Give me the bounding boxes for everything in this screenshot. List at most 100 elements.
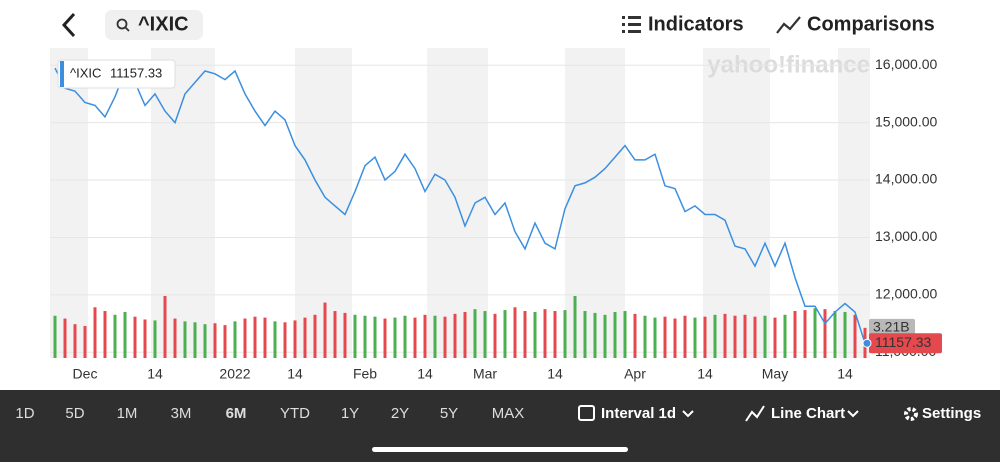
- volume-bar: [673, 318, 677, 358]
- range-button[interactable]: MAX: [492, 405, 525, 422]
- volume-bar: [723, 313, 727, 358]
- volume-bar: [393, 317, 397, 358]
- volume-bar: [363, 315, 367, 358]
- volume-bar: [493, 313, 497, 358]
- chevron: [682, 410, 694, 418]
- y-tick-label: 15,000.00: [875, 113, 937, 129]
- volume-bar: [853, 314, 857, 358]
- volume-bar: [533, 311, 537, 358]
- x-tick-label: 14: [547, 366, 563, 382]
- range-button[interactable]: 5D: [65, 405, 84, 422]
- volume-bar: [373, 316, 377, 358]
- x-tick-label: 14: [837, 366, 853, 382]
- volume-bar: [443, 316, 447, 358]
- volume-bar: [613, 311, 617, 358]
- y-tick-label: 12,000.00: [875, 286, 937, 302]
- volume-bar: [73, 324, 77, 358]
- volume-bar: [523, 311, 527, 358]
- search-box[interactable]: [105, 10, 203, 40]
- volume-bar: [153, 320, 157, 358]
- price-label: 11157.33: [875, 334, 932, 350]
- volume-bar: [553, 311, 557, 358]
- range-button[interactable]: 1M: [117, 405, 138, 422]
- volume-bar: [653, 317, 657, 358]
- x-tick-label: Feb: [353, 366, 377, 382]
- volume-bar: [483, 311, 487, 358]
- interval-icon: [578, 405, 595, 421]
- volume-bar: [843, 311, 847, 358]
- volume-bar: [783, 314, 787, 358]
- volume-bar: [573, 296, 577, 358]
- range-button[interactable]: 5Y: [440, 405, 458, 422]
- volume-bar: [543, 309, 547, 358]
- volume-bar: [283, 322, 287, 358]
- range-button[interactable]: 6M: [226, 405, 247, 422]
- x-tick-label: 14: [287, 366, 303, 382]
- volume-bar: [713, 314, 717, 358]
- volume-bar: [133, 316, 137, 358]
- range-button[interactable]: YTD: [280, 405, 310, 422]
- volume-bar: [753, 316, 757, 358]
- volume-bar: [83, 326, 87, 358]
- volume-bar: [313, 314, 317, 358]
- x-tick-label: May: [762, 366, 788, 382]
- period-bands: [50, 48, 870, 358]
- volume-bar: [53, 315, 57, 358]
- volume-bar: [203, 324, 207, 358]
- back-button[interactable]: [61, 12, 76, 38]
- volume-bar: [793, 311, 797, 358]
- y-tick-label: 13,000.00: [875, 228, 937, 244]
- volume-bar: [323, 302, 327, 358]
- range-button[interactable]: 3M: [171, 405, 192, 422]
- legend-swatch: [60, 61, 64, 87]
- volume-bar: [273, 321, 277, 358]
- price-dot: [862, 338, 872, 348]
- volume-bar: [773, 317, 777, 358]
- x-tick-label: 2022: [219, 366, 250, 382]
- volume-bar: [703, 316, 707, 358]
- volume-bar: [683, 315, 687, 358]
- volume-bar: [93, 307, 97, 358]
- volume-bar: [303, 317, 307, 358]
- volume-bar: [453, 313, 457, 358]
- volume-bar: [423, 314, 427, 358]
- volume-bar: [233, 321, 237, 358]
- indicators-button[interactable]: Indicators: [648, 13, 744, 35]
- settings-button[interactable]: Settings: [922, 405, 981, 422]
- volume-bar: [123, 311, 127, 358]
- volume-bar: [803, 310, 807, 358]
- chart-style-button[interactable]: Line Chart: [771, 405, 845, 422]
- y-tick-label: 16,000.00: [875, 56, 937, 72]
- legend-box: [57, 59, 176, 89]
- range-button[interactable]: 2Y: [391, 405, 409, 422]
- volume-bar: [763, 315, 767, 358]
- volume-label: 3.21B: [873, 319, 910, 335]
- legend-value: 11157.33: [110, 65, 162, 80]
- range-button[interactable]: 1D: [15, 405, 34, 422]
- volume-bar: [113, 314, 117, 358]
- volume-bar: [563, 310, 567, 358]
- volume-bar: [833, 311, 837, 358]
- volume-bar: [593, 312, 597, 358]
- home-indicator: [372, 447, 628, 452]
- interval-button[interactable]: Interval 1d: [601, 405, 676, 422]
- comparisons-button[interactable]: Comparisons: [807, 13, 935, 35]
- volume-bar: [343, 312, 347, 358]
- volume-bar: [463, 311, 467, 358]
- comparisons-icon: [776, 16, 801, 34]
- range-button[interactable]: 1Y: [341, 405, 359, 422]
- x-tick-label: Apr: [624, 366, 646, 382]
- volume-bar: [643, 315, 647, 358]
- y-tick-label: 14,000.00: [875, 171, 937, 187]
- legend-name: ^IXIC: [70, 65, 101, 80]
- volume-bar: [513, 307, 517, 358]
- volume-bar: [813, 308, 817, 358]
- price-line: [54, 67, 866, 344]
- volume-bar: [223, 325, 227, 358]
- indicators-icon: [622, 16, 641, 33]
- x-tick-label: 14: [147, 366, 163, 382]
- volume-bar: [823, 309, 827, 358]
- volume-bar: [293, 320, 297, 358]
